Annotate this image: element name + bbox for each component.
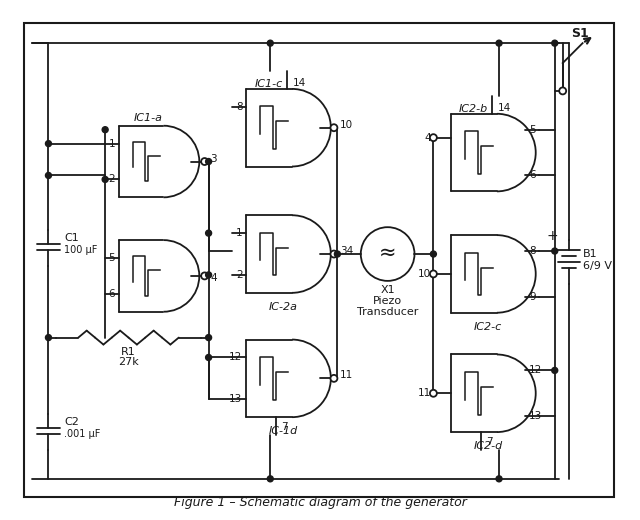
Circle shape (430, 134, 437, 141)
Text: IC1-a: IC1-a (133, 113, 162, 123)
Text: IC-1d: IC-1d (269, 426, 298, 436)
Text: Figure 1 – Schematic diagram of the generator: Figure 1 – Schematic diagram of the gene… (173, 496, 467, 509)
Text: +: + (547, 229, 559, 243)
Text: 1: 1 (108, 139, 115, 149)
Text: 14: 14 (498, 103, 511, 113)
Text: IC2-c: IC2-c (474, 322, 502, 332)
Text: 100 µF: 100 µF (65, 245, 98, 255)
Text: 11: 11 (418, 388, 431, 398)
Circle shape (102, 127, 108, 133)
Text: 7: 7 (281, 422, 287, 432)
Circle shape (361, 227, 415, 281)
Text: IC-2a: IC-2a (269, 302, 298, 312)
Text: 8: 8 (236, 102, 243, 112)
Circle shape (268, 476, 273, 482)
Text: 11: 11 (340, 370, 353, 381)
Circle shape (205, 334, 212, 341)
Text: 9: 9 (529, 292, 536, 302)
Text: 5: 5 (529, 125, 536, 135)
Text: 34: 34 (340, 246, 353, 256)
Text: IC2-b: IC2-b (459, 104, 488, 114)
Text: Piezo: Piezo (373, 296, 402, 306)
Text: 8: 8 (529, 246, 536, 256)
Text: 6/9 V: 6/9 V (582, 261, 612, 271)
Circle shape (496, 40, 502, 46)
Text: 2: 2 (108, 174, 115, 185)
Circle shape (102, 176, 108, 183)
Text: 13: 13 (229, 394, 243, 404)
Text: C1: C1 (65, 233, 79, 243)
Text: 12: 12 (529, 366, 542, 375)
Circle shape (201, 158, 208, 165)
Text: S1: S1 (571, 27, 588, 40)
Circle shape (45, 173, 51, 178)
Circle shape (205, 159, 212, 164)
Circle shape (431, 251, 436, 257)
Text: 7: 7 (486, 437, 492, 447)
Circle shape (335, 251, 340, 257)
Circle shape (201, 272, 208, 279)
Circle shape (496, 476, 502, 482)
Text: 1: 1 (236, 228, 243, 238)
Text: 10: 10 (340, 120, 353, 129)
Text: R1: R1 (121, 346, 136, 357)
Text: ≈: ≈ (379, 243, 396, 263)
Circle shape (552, 248, 557, 254)
Text: .001 µF: .001 µF (65, 429, 100, 439)
Text: 14: 14 (293, 78, 306, 88)
Circle shape (330, 251, 337, 257)
Circle shape (45, 140, 51, 147)
Text: 10: 10 (419, 269, 431, 279)
Text: 3: 3 (211, 153, 217, 164)
Text: IC2-d: IC2-d (474, 441, 503, 451)
Text: 27k: 27k (118, 357, 139, 368)
Text: X1: X1 (380, 285, 395, 295)
Circle shape (205, 272, 212, 278)
Circle shape (430, 390, 437, 397)
Text: 4: 4 (425, 133, 431, 142)
Text: 13: 13 (529, 411, 542, 421)
Circle shape (330, 375, 337, 382)
Text: B1: B1 (582, 249, 597, 259)
Circle shape (45, 334, 51, 341)
Text: 6: 6 (108, 289, 115, 299)
Circle shape (268, 40, 273, 46)
Circle shape (205, 230, 212, 236)
Circle shape (552, 368, 557, 373)
Circle shape (430, 270, 437, 277)
Text: 6: 6 (529, 171, 536, 180)
Text: 4: 4 (211, 273, 217, 283)
Text: 5: 5 (108, 253, 115, 263)
Text: Transducer: Transducer (357, 307, 419, 317)
Circle shape (330, 124, 337, 131)
Text: C2: C2 (65, 417, 79, 427)
Text: 2: 2 (236, 270, 243, 280)
Circle shape (559, 87, 566, 95)
Circle shape (552, 40, 557, 46)
Circle shape (205, 355, 212, 360)
Text: 12: 12 (229, 353, 243, 362)
Text: IC1-c: IC1-c (254, 79, 283, 89)
